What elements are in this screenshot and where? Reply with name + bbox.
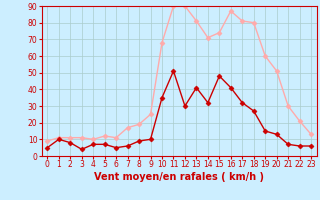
X-axis label: Vent moyen/en rafales ( km/h ): Vent moyen/en rafales ( km/h ) [94,172,264,182]
